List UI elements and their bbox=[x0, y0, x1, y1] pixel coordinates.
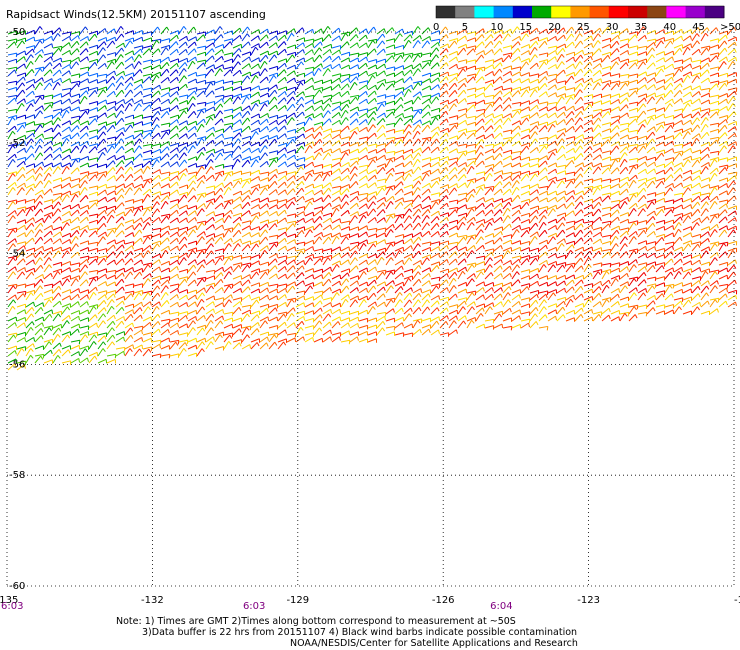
lat-tick-label: -60 bbox=[9, 581, 25, 592]
colorbar-label: 5 bbox=[462, 22, 468, 33]
colorbar-label: 0 bbox=[433, 22, 439, 33]
colorbar-swatch bbox=[666, 6, 687, 18]
time-label: 6:03 bbox=[243, 601, 265, 612]
grid-lines bbox=[6, 31, 735, 587]
lon-tick-label: -132 bbox=[141, 595, 164, 606]
lon-tick-label: -120 bbox=[734, 595, 740, 606]
lon-tick-label: -126 bbox=[432, 595, 455, 606]
colorbar-swatch bbox=[570, 6, 591, 18]
colorbar-swatch bbox=[704, 6, 725, 18]
lat-tick-label: -58 bbox=[9, 470, 25, 481]
time-label: 6:03 bbox=[1, 601, 23, 612]
wind-barbs-layer bbox=[7, 26, 738, 371]
lon-tick-label: -129 bbox=[286, 595, 309, 606]
lat-tick-label: -54 bbox=[9, 249, 25, 260]
colorbar-label: >50 knots bbox=[720, 22, 740, 33]
colorbar-swatch bbox=[532, 6, 552, 18]
note-line-1: Note: 1) Times are GMT 2)Times along bot… bbox=[116, 616, 516, 627]
colorbar-swatch bbox=[685, 6, 706, 18]
note-line-2: 3)Data buffer is 22 hrs from 20151107 4)… bbox=[142, 627, 578, 638]
axis-labels: -135 -132 -129 -126 -123 -120 -50 -52 -54 -56 -58 -… bbox=[0, 27, 740, 612]
time-label: 6:04 bbox=[490, 601, 512, 612]
colorbar-swatch bbox=[493, 6, 514, 18]
map-title: Rapidsact Winds(12.5KM) 20151107 ascendi… bbox=[6, 8, 266, 21]
lat-tick-label: -56 bbox=[9, 359, 25, 370]
colorbar-swatch bbox=[647, 6, 667, 18]
colorbar-label: 10 bbox=[491, 22, 504, 33]
colorbar-swatch bbox=[455, 6, 475, 18]
colorbar-swatch bbox=[474, 6, 495, 18]
lon-tick-label: -135 bbox=[0, 595, 18, 606]
colorbar-swatch bbox=[589, 6, 610, 18]
colorbar-swatch bbox=[608, 6, 629, 18]
colorbar-label: 35 bbox=[635, 22, 648, 33]
lat-tick-label: -50 bbox=[9, 27, 25, 38]
colorbar-label: 30 bbox=[606, 22, 619, 33]
lon-tick-label: -123 bbox=[577, 595, 600, 606]
colorbar-swatch bbox=[512, 6, 533, 18]
colorbar-label: 40 bbox=[663, 22, 676, 33]
colorbar-legend: 0 5 10 15 20 25 30 35 40 45 >50 knots bbox=[433, 5, 740, 33]
colorbar-swatch bbox=[551, 6, 571, 18]
lat-tick-label: -52 bbox=[9, 138, 25, 149]
colorbar-swatch bbox=[628, 6, 648, 18]
colorbar-label: 45 bbox=[692, 22, 705, 33]
colorbar-label: 20 bbox=[548, 22, 561, 33]
colorbar-label: 25 bbox=[577, 22, 590, 33]
colorbar-label: 15 bbox=[519, 22, 532, 33]
note-line-3: NOAA/NESDIS/Center for Satellite Applica… bbox=[290, 638, 578, 649]
colorbar-swatch bbox=[436, 6, 456, 18]
